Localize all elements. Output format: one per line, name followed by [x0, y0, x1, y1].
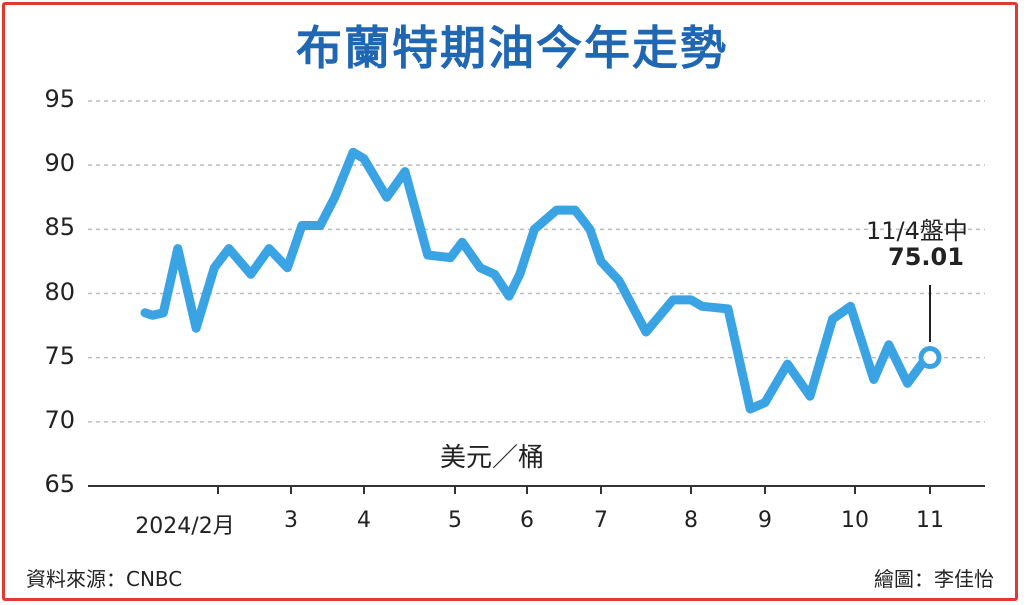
x-tick-label: 9 — [758, 508, 772, 533]
x-tick-label: 7 — [594, 508, 608, 533]
y-tick-label: 75 — [44, 341, 75, 370]
y-tick-label: 85 — [44, 213, 75, 242]
y-tick-label: 65 — [44, 470, 75, 498]
x-tick-label: 8 — [684, 508, 698, 533]
y-tick-label: 95 — [44, 85, 75, 113]
x-tick-label: 4 — [357, 508, 371, 533]
data-points — [145, 152, 930, 409]
y-tick-label: 90 — [44, 149, 75, 178]
annotation-date: 11/4盤中 — [866, 217, 968, 245]
y-tick-label: 70 — [44, 405, 75, 434]
chart-title: 布蘭特期油今年走勢 — [296, 21, 728, 75]
annotation-value: 75.01 — [888, 243, 964, 271]
latest-value-marker — [918, 346, 942, 370]
x-tick-label: 3 — [284, 508, 298, 533]
unit-label: 美元／桶 — [440, 443, 545, 473]
x-tick-label: 11 — [916, 508, 944, 533]
grid-lines — [88, 100, 985, 494]
x-tick-label: 5 — [448, 508, 462, 533]
x-tick-label: 10 — [841, 508, 869, 533]
source-note: 資料來源：CNBC — [26, 567, 183, 591]
x-tick-label: 6 — [520, 508, 534, 533]
price-series-line — [140, 147, 935, 414]
y-tick-label: 80 — [44, 277, 75, 306]
credit-note: 繪圖：李佳怡 — [874, 567, 994, 591]
x-tick-label: 2024/2月 — [135, 514, 235, 539]
